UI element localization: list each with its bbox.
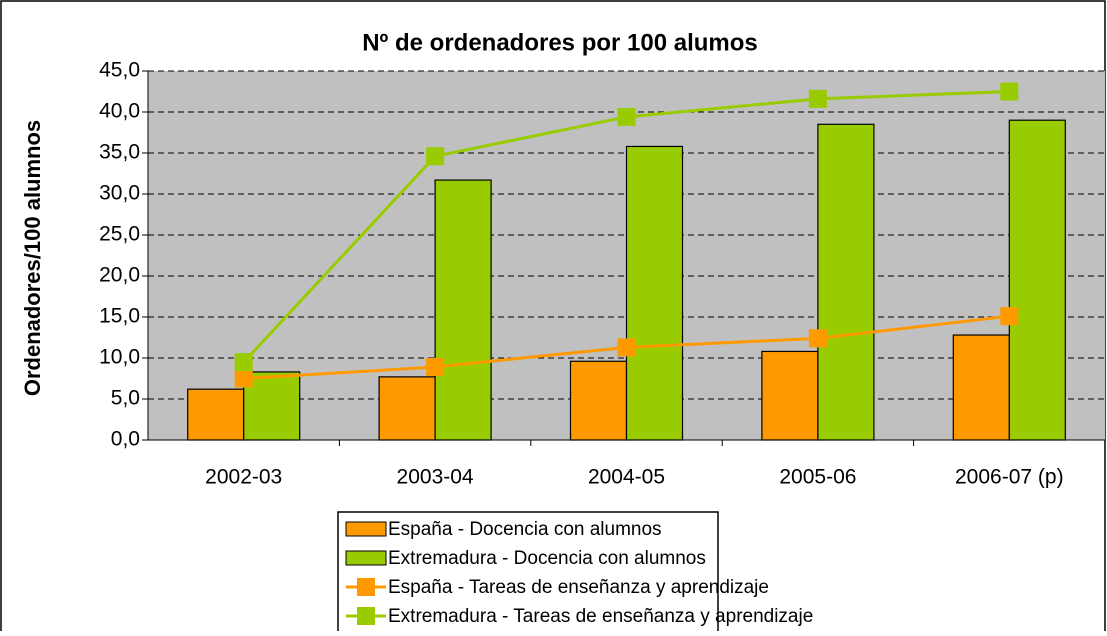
- x-tick-label: 2004-05: [588, 466, 665, 489]
- y-tick-label: 10,0: [99, 346, 140, 369]
- legend-label: España - Tareas de enseñanza y aprendiza…: [388, 577, 769, 598]
- bar: [817, 123, 875, 441]
- marker: [234, 353, 253, 372]
- marker: [1000, 307, 1019, 326]
- marker: [426, 147, 445, 166]
- bar: [378, 376, 436, 441]
- bar: [243, 371, 301, 441]
- y-tick-label: 0,0: [111, 428, 140, 451]
- marker: [1000, 82, 1019, 101]
- legend-box: [337, 511, 719, 636]
- x-tick-label: 2002-03: [205, 466, 282, 489]
- bar: [952, 334, 1010, 441]
- legend-label: Extremadura - Tareas de enseñanza y apre…: [388, 606, 813, 627]
- marker: [617, 107, 636, 126]
- y-tick-label: 40,0: [99, 100, 140, 123]
- y-tick-label: 30,0: [99, 182, 140, 205]
- legend-label: España - Docencia con alumnos: [388, 519, 662, 540]
- y-tick-label: 35,0: [99, 141, 140, 164]
- y-tick-label: 20,0: [99, 264, 140, 287]
- bar: [1008, 119, 1066, 441]
- bar: [625, 145, 684, 441]
- bar: [761, 350, 819, 441]
- chart-title: Nº de ordenadores por 100 alumos: [362, 29, 758, 56]
- x-tick-label: 2006-07 (p): [955, 466, 1064, 489]
- y-axis-label: Ordenadores/100 alumnos: [20, 120, 45, 396]
- x-tick-label: 2005-06: [779, 466, 856, 489]
- marker: [234, 369, 253, 388]
- bar: [569, 360, 628, 441]
- marker: [426, 358, 445, 377]
- legend-marker: [357, 578, 375, 596]
- legend-swatch: [345, 550, 387, 566]
- legend-label: Extremadura - Docencia con alumnos: [388, 548, 706, 569]
- y-tick-label: 5,0: [111, 387, 140, 410]
- legend-swatch: [345, 521, 387, 537]
- marker: [808, 89, 827, 108]
- legend-marker: [357, 607, 375, 625]
- y-tick-label: 15,0: [99, 305, 140, 328]
- x-tick-label: 2003-04: [397, 466, 474, 489]
- marker: [617, 338, 636, 357]
- marker: [808, 329, 827, 348]
- y-tick-label: 45,0: [99, 59, 140, 82]
- bar: [187, 388, 245, 441]
- y-tick-label: 25,0: [99, 223, 140, 246]
- bar: [434, 179, 492, 441]
